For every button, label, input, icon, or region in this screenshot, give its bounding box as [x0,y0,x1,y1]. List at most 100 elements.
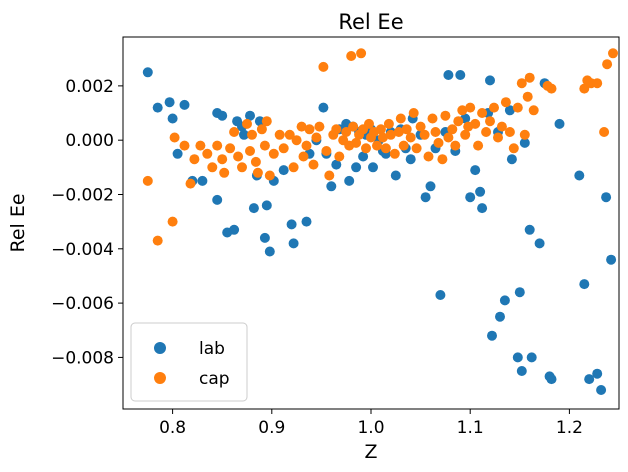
point-cap-79 [440,110,451,121]
point-lab-65 [475,186,486,197]
point-cap-61 [380,143,391,154]
point-cap-112 [602,59,613,70]
point-cap-38 [314,121,325,132]
y-axis-ticks: −0.008 −0.006 −0.004 −0.002 0.000 0.002 [51,77,123,368]
point-cap-110 [592,78,603,89]
point-cap-28 [278,143,289,154]
point-cap-35 [304,124,315,135]
point-cap-32 [296,121,307,132]
x-tick-label: 0.8 [159,418,186,438]
point-cap-31 [291,135,302,146]
point-lab-16 [245,110,255,121]
y-tick-label: −0.002 [51,185,114,205]
x-tick-label: 1.1 [457,418,484,438]
point-lab-12 [229,224,240,235]
point-cap-15 [233,151,244,162]
point-lab-33 [331,159,342,170]
x-tick-label: 1.2 [556,418,583,438]
point-cap-17 [242,118,252,129]
point-cap-37 [311,132,322,143]
point-cap-68 [401,124,412,135]
point-cap-30 [288,162,299,173]
point-cap-63 [385,129,396,140]
point-lab-19 [254,116,265,127]
point-cap-7 [195,140,206,151]
point-lab-78 [519,137,530,148]
point-cap-46 [341,127,352,137]
point-cap-90 [477,108,488,118]
point-cap-106 [546,83,557,94]
point-cap-71 [411,143,422,154]
point-lab-55 [425,181,436,192]
point-cap-27 [274,129,285,140]
point-lab-10 [212,194,223,205]
point-cap-50 [351,137,362,148]
y-tick-label: −0.008 [51,348,114,368]
point-lab-79 [524,224,535,235]
point-cap-2 [167,216,178,227]
x-tick-label: 0.9 [258,418,285,438]
point-lab-86 [574,170,585,181]
point-cap-76 [430,127,441,137]
point-lab-59 [443,70,454,80]
point-cap-12 [219,167,230,178]
point-lab-64 [470,165,481,176]
point-cap-96 [500,97,511,108]
point-cap-80 [443,132,454,143]
y-tick-label: 0.000 [65,131,114,151]
point-cap-26 [268,148,279,159]
point-cap-18 [245,146,255,156]
point-lab-27 [301,216,312,227]
point-cap-111 [599,127,610,137]
point-cap-0 [142,175,153,186]
point-cap-48 [346,51,357,61]
y-tick-label: −0.004 [51,240,114,260]
point-lab-75 [512,352,523,363]
point-cap-5 [185,178,196,189]
point-lab-48 [390,170,401,181]
point-lab-38 [351,162,362,173]
point-cap-104 [528,105,539,116]
point-cap-55 [364,118,374,129]
point-cap-49 [348,121,359,132]
point-lab-74 [506,154,517,165]
point-cap-75 [427,113,438,124]
point-lab-81 [534,238,545,249]
legend-marker-cap [154,372,166,384]
point-lab-71 [495,311,505,322]
point-cap-34 [301,140,312,151]
point-cap-20 [250,156,261,167]
point-cap-73 [419,129,430,140]
point-lab-57 [435,290,446,300]
point-lab-67 [485,75,495,86]
point-cap-87 [465,102,476,113]
point-cap-52 [356,48,367,59]
point-lab-89 [592,368,603,379]
point-lab-88 [584,374,595,385]
point-lab-25 [286,219,297,230]
point-cap-24 [261,116,272,127]
point-lab-61 [455,70,466,80]
point-cap-92 [485,116,495,127]
point-cap-102 [522,91,533,102]
point-lab-5 [172,148,183,159]
y-axis-label: Rel Ee [7,193,29,252]
point-cap-69 [405,132,416,143]
point-cap-1 [152,235,163,246]
point-cap-103 [524,72,535,83]
point-cap-54 [361,143,371,154]
point-cap-65 [393,127,404,137]
point-lab-30 [318,102,329,113]
point-lab-54 [420,192,431,203]
point-cap-39 [318,61,329,72]
x-axis-ticks: 0.8 0.9 1.0 1.1 1.2 [159,409,583,438]
y-tick-label: −0.006 [51,294,114,314]
point-lab-66 [477,203,488,214]
point-cap-44 [334,151,345,162]
point-cap-36 [308,159,319,170]
point-cap-74 [423,151,434,162]
point-lab-72 [499,295,510,306]
point-lab-32 [326,181,337,192]
point-cap-59 [375,124,386,135]
point-lab-40 [358,151,369,162]
